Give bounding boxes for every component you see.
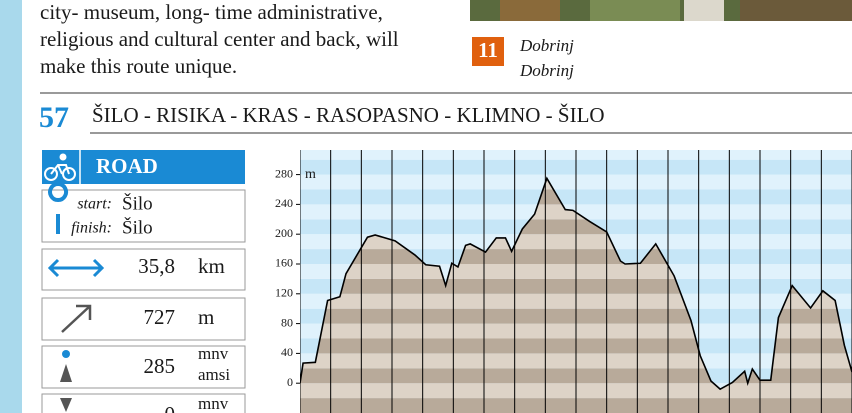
intro-line: city- museum, long- time administrative,: [40, 0, 383, 24]
min-alt-icon: [60, 398, 72, 412]
caption-line: Dobrinj: [519, 36, 574, 55]
ascent-icon: [61, 304, 92, 333]
y-tick-label: 80: [281, 315, 293, 329]
y-axis-unit: m: [305, 167, 316, 182]
caption-badge: [472, 37, 504, 66]
side-stripe: [0, 0, 22, 413]
caption-number: 11: [478, 38, 498, 62]
y-tick-label: 160: [275, 256, 293, 270]
distance-icon: [47, 258, 105, 278]
bike-icon: [44, 153, 76, 181]
max-alt-unit: mnv: [198, 344, 229, 363]
type-box: [42, 150, 245, 184]
route-title: ŠILO - RISIKA - KRAS - RASOPASNO - KLIMN…: [92, 103, 605, 127]
info-panel: [41, 189, 246, 413]
y-tick-label: 40: [281, 345, 293, 359]
altitude-icon: [60, 350, 72, 382]
ascent-unit: m: [198, 305, 214, 329]
profile-line: [300, 176, 852, 391]
ascent-value: 727: [144, 305, 176, 329]
intro-line: religious and cultural center and back, …: [40, 27, 399, 51]
distance-unit: km: [198, 254, 225, 278]
max-alt-unit: amsi: [198, 365, 230, 384]
route-type: ROAD: [96, 154, 158, 178]
start-value: Šilo: [122, 192, 153, 214]
y-tick-label: 120: [275, 286, 293, 300]
photo: [470, 0, 852, 21]
finish-value: Šilo: [122, 216, 153, 238]
caption-line: Dobrinj: [519, 61, 574, 80]
start-label: start:: [77, 196, 112, 213]
y-tick-label: 200: [275, 226, 293, 240]
profile-plot: [300, 150, 852, 413]
y-tick-label: 240: [275, 196, 293, 210]
finish-label: finish:: [71, 220, 112, 237]
y-tick-label: 280: [275, 166, 293, 180]
max-alt-value: 285: [144, 354, 176, 378]
intro-line: make this route unique.: [40, 54, 237, 78]
distance-value: 35,8: [138, 254, 175, 278]
min-alt-unit: mnv: [198, 394, 229, 413]
y-tick-label: 0: [287, 375, 293, 389]
pin-icon: [48, 182, 68, 234]
route-number: 57: [39, 101, 69, 134]
min-alt-value: 0: [165, 402, 176, 413]
